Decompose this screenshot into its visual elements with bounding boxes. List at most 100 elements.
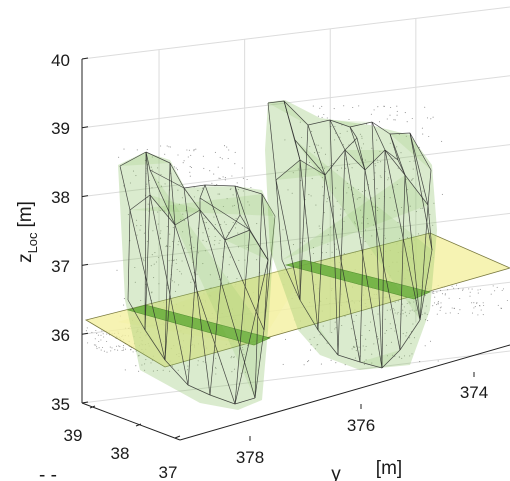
point bbox=[340, 208, 342, 210]
right-hull-edge bbox=[283, 100, 309, 126]
point bbox=[346, 182, 348, 185]
point bbox=[91, 331, 93, 333]
point bbox=[437, 302, 439, 304]
point bbox=[173, 281, 175, 283]
right-hull-edge bbox=[307, 119, 331, 126]
point bbox=[444, 293, 446, 295]
point bbox=[256, 223, 258, 225]
right-hull-edge bbox=[329, 119, 339, 356]
point bbox=[404, 311, 406, 313]
point bbox=[354, 357, 356, 359]
point bbox=[462, 288, 464, 290]
point bbox=[223, 221, 226, 223]
point bbox=[362, 143, 365, 145]
point bbox=[360, 209, 362, 211]
point bbox=[351, 328, 353, 330]
point bbox=[164, 210, 166, 212]
left-hull-facet bbox=[130, 194, 275, 216]
point bbox=[477, 314, 479, 316]
point bbox=[330, 359, 332, 361]
point bbox=[323, 212, 325, 214]
point bbox=[437, 301, 439, 303]
point bbox=[394, 355, 396, 357]
point bbox=[336, 169, 338, 171]
point bbox=[147, 203, 149, 205]
z-label-sub: Loc bbox=[25, 232, 40, 253]
right-hull-edge bbox=[404, 174, 421, 321]
point bbox=[236, 278, 238, 280]
point bbox=[335, 187, 337, 189]
point bbox=[136, 225, 138, 227]
point bbox=[240, 372, 242, 374]
point bbox=[205, 222, 208, 224]
point bbox=[235, 223, 237, 225]
point bbox=[346, 130, 348, 132]
plane-shade bbox=[118, 268, 300, 346]
point bbox=[358, 346, 360, 348]
left-hull-edge bbox=[145, 151, 151, 196]
axes bbox=[81, 57, 510, 441]
right-hull-edge bbox=[399, 319, 421, 351]
point bbox=[424, 319, 427, 321]
point bbox=[233, 204, 235, 206]
point bbox=[384, 237, 386, 239]
point bbox=[394, 301, 396, 303]
point bbox=[95, 346, 98, 348]
point bbox=[396, 114, 398, 116]
z-tick-label: 36 bbox=[51, 326, 70, 345]
point bbox=[190, 247, 192, 249]
point bbox=[358, 197, 360, 199]
point bbox=[378, 121, 381, 123]
left-hull-edge bbox=[224, 229, 251, 241]
point bbox=[193, 246, 195, 248]
point bbox=[155, 261, 158, 263]
point bbox=[129, 182, 132, 184]
left-hull-edge bbox=[263, 259, 269, 331]
y-axis-ticks: 374 376 378 bbox=[236, 383, 488, 467]
point bbox=[317, 343, 319, 346]
point bbox=[405, 135, 407, 137]
point bbox=[214, 151, 216, 153]
point bbox=[229, 189, 231, 191]
point bbox=[94, 338, 96, 340]
point bbox=[404, 112, 406, 114]
point bbox=[394, 210, 396, 212]
point bbox=[130, 349, 132, 351]
left-hull-edge bbox=[199, 184, 206, 199]
point bbox=[333, 108, 335, 110]
right-hull-edge bbox=[349, 121, 373, 128]
point bbox=[168, 146, 170, 148]
point bbox=[474, 306, 476, 308]
point bbox=[102, 333, 104, 335]
point bbox=[237, 232, 239, 234]
point bbox=[222, 205, 224, 208]
right-hull-edge bbox=[371, 121, 386, 151]
point bbox=[246, 246, 248, 249]
right-hull-edge bbox=[399, 174, 406, 351]
left-hull-edge bbox=[129, 194, 151, 211]
left-hull-edge bbox=[164, 162, 171, 361]
point bbox=[383, 105, 385, 108]
point bbox=[439, 307, 441, 309]
z-tick-label: 40 bbox=[51, 51, 70, 70]
right-hull-edge bbox=[281, 259, 301, 301]
point bbox=[222, 176, 224, 178]
point bbox=[429, 214, 431, 216]
left-hull-edge bbox=[234, 397, 256, 405]
right-hull-edge bbox=[344, 149, 383, 369]
point bbox=[428, 135, 430, 138]
point bbox=[502, 288, 505, 290]
point bbox=[352, 106, 354, 109]
grid-line bbox=[81, 350, 510, 404]
point bbox=[453, 307, 455, 309]
point bbox=[330, 165, 332, 167]
point bbox=[406, 121, 408, 123]
point bbox=[227, 231, 229, 234]
point bbox=[318, 225, 320, 227]
point bbox=[398, 356, 400, 358]
point bbox=[418, 146, 420, 148]
point bbox=[183, 220, 185, 222]
point bbox=[393, 119, 395, 121]
point bbox=[292, 172, 294, 174]
point bbox=[193, 196, 195, 198]
